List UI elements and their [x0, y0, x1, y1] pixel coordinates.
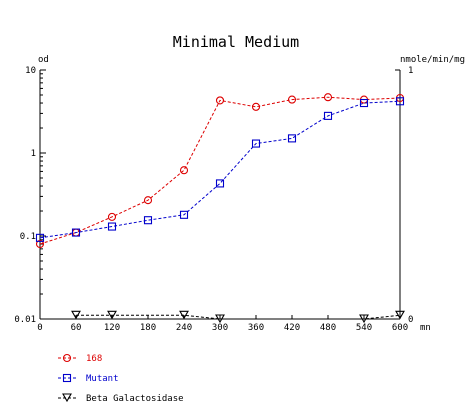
data-point — [323, 93, 333, 102]
data-point — [179, 210, 189, 219]
data-point — [35, 233, 45, 242]
data-point — [143, 216, 153, 225]
y-right-axis-ticks: 10 — [395, 66, 413, 325]
x-tick-label: 540 — [356, 323, 372, 333]
y-right-tick-label: 1 — [408, 66, 413, 76]
data-point — [251, 139, 261, 148]
x-axis-label: mn — [420, 323, 431, 333]
data-point — [215, 179, 225, 188]
legend-marker — [62, 373, 72, 383]
series-2 — [71, 310, 405, 324]
y-left-axis-label: od — [38, 55, 49, 65]
series-line — [39, 100, 401, 239]
x-tick-label: 120 — [104, 323, 120, 333]
x-tick-label: 420 — [284, 323, 300, 333]
legend-item: 168 — [58, 353, 102, 364]
data-point — [71, 310, 81, 320]
y-left-tick-label: 10 — [25, 66, 36, 76]
legend-marker — [62, 393, 72, 403]
series-line — [39, 96, 401, 245]
legend: 168 Mutant Beta Galactosidase — [58, 353, 184, 404]
data-point — [287, 134, 297, 143]
legend-label: Beta Galactosidase — [86, 394, 184, 404]
series-layer — [35, 93, 405, 324]
y-left-tick-label: 0.1 — [20, 232, 36, 242]
chart-title: Minimal Medium — [173, 33, 299, 51]
y-right-axis-label: nmole/min/mg — [400, 55, 465, 65]
data-point — [107, 222, 117, 231]
y-left-tick-label: 1 — [31, 149, 36, 159]
x-tick-label: 240 — [176, 323, 192, 333]
x-tick-label: 60 — [71, 323, 82, 333]
data-point — [287, 95, 297, 104]
data-point — [215, 96, 225, 105]
data-point — [107, 310, 117, 320]
data-point — [107, 212, 117, 221]
x-tick-label: 180 — [140, 323, 156, 333]
data-point — [179, 166, 189, 175]
data-point — [143, 196, 153, 205]
y-left-axis-ticks: 10 1 0.1 0.01 — [14, 66, 46, 325]
legend-item: Mutant — [58, 373, 119, 384]
data-point — [71, 228, 81, 237]
data-point — [35, 239, 45, 249]
x-tick-label: 480 — [320, 323, 336, 333]
data-point — [359, 98, 369, 108]
legend-marker — [62, 353, 72, 363]
data-point — [359, 314, 369, 324]
x-tick-label: 600 — [392, 323, 408, 333]
x-tick-label: 360 — [248, 323, 264, 333]
data-point — [323, 111, 333, 120]
data-point — [215, 314, 225, 324]
x-tick-label: 0 — [37, 323, 42, 333]
y-left-tick-label: 0.01 — [14, 315, 36, 325]
x-tick-label: 300 — [212, 323, 228, 333]
data-point — [179, 310, 189, 320]
data-point — [395, 97, 405, 106]
data-point — [395, 310, 405, 320]
y-right-tick-label: 0 — [408, 315, 413, 325]
x-axis-ticks: 0 60 120 180 240 300 360 420 480 540 600 — [37, 315, 408, 333]
legend-item: Beta Galactosidase — [58, 393, 184, 404]
series-1 — [35, 97, 405, 242]
legend-label: Mutant — [86, 374, 119, 384]
series-line — [76, 314, 401, 320]
data-point — [251, 102, 261, 111]
legend-label: 168 — [86, 354, 102, 364]
series-0 — [35, 93, 405, 249]
